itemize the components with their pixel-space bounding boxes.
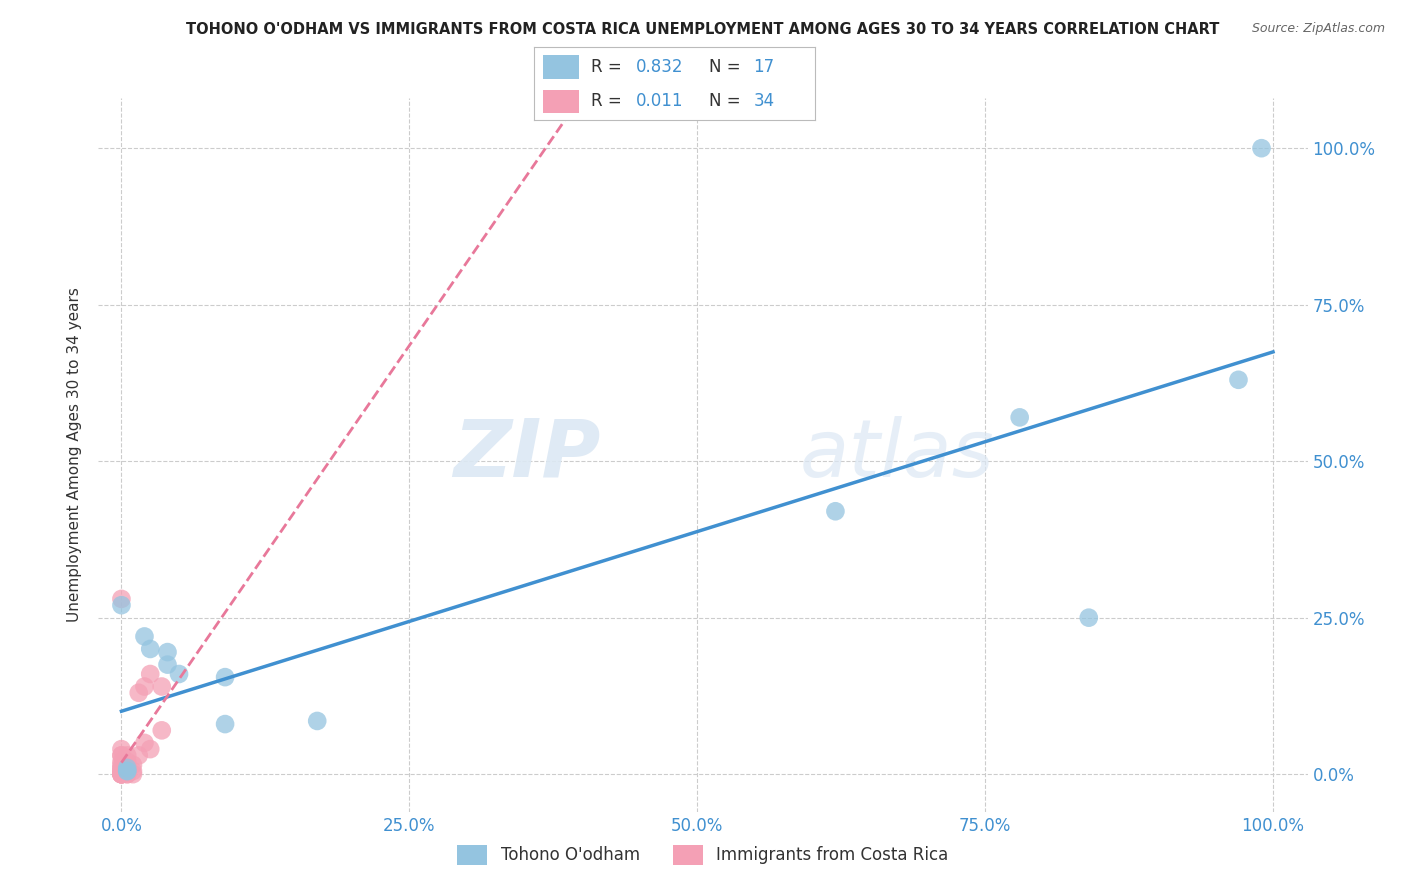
Point xyxy=(110,757,132,772)
Point xyxy=(214,670,236,684)
Text: N =: N = xyxy=(709,93,745,111)
Point xyxy=(115,764,138,778)
Point xyxy=(110,767,132,781)
Point xyxy=(115,767,138,781)
Point xyxy=(307,714,329,728)
Point xyxy=(150,680,173,694)
Point xyxy=(1077,610,1099,624)
Text: 34: 34 xyxy=(754,93,775,111)
Point xyxy=(110,764,132,778)
Point xyxy=(115,764,138,778)
Point xyxy=(115,761,138,775)
Point xyxy=(110,761,132,775)
Text: 0.832: 0.832 xyxy=(636,58,683,76)
Point xyxy=(1008,410,1031,425)
Text: R =: R = xyxy=(591,93,627,111)
Point xyxy=(167,667,190,681)
Point xyxy=(122,767,145,781)
Point xyxy=(128,686,150,700)
Point xyxy=(110,764,132,778)
Point xyxy=(115,748,138,763)
Point xyxy=(110,767,132,781)
Point xyxy=(110,755,132,769)
Point xyxy=(214,717,236,731)
Legend: Tohono O'odham, Immigrants from Costa Rica: Tohono O'odham, Immigrants from Costa Ri… xyxy=(451,838,955,871)
Point xyxy=(110,767,132,781)
Point xyxy=(115,761,138,775)
Bar xyxy=(543,90,579,113)
Point xyxy=(824,504,846,518)
Text: TOHONO O'ODHAM VS IMMIGRANTS FROM COSTA RICA UNEMPLOYMENT AMONG AGES 30 TO 34 YE: TOHONO O'ODHAM VS IMMIGRANTS FROM COSTA … xyxy=(187,22,1219,37)
Point xyxy=(115,764,138,778)
Point xyxy=(122,757,145,772)
Text: R =: R = xyxy=(591,58,627,76)
Point xyxy=(150,723,173,738)
Point xyxy=(115,767,138,781)
Point xyxy=(134,680,156,694)
Text: Source: ZipAtlas.com: Source: ZipAtlas.com xyxy=(1251,22,1385,36)
Point xyxy=(110,767,132,781)
Point xyxy=(156,657,179,672)
Point xyxy=(110,748,132,763)
Point xyxy=(139,642,162,657)
Point xyxy=(156,645,179,659)
Point xyxy=(134,736,156,750)
Point xyxy=(115,755,138,769)
Text: 17: 17 xyxy=(754,58,775,76)
Point xyxy=(139,742,162,756)
Text: atlas: atlas xyxy=(800,416,994,494)
Point xyxy=(115,757,138,772)
Point xyxy=(122,764,145,778)
Point xyxy=(1250,141,1272,155)
Point xyxy=(139,667,162,681)
Point xyxy=(110,742,132,756)
Point xyxy=(110,767,132,781)
Point xyxy=(110,761,132,775)
Text: 0.011: 0.011 xyxy=(636,93,683,111)
Point xyxy=(110,748,132,763)
Point xyxy=(128,748,150,763)
Point xyxy=(134,630,156,644)
Text: ZIP: ZIP xyxy=(453,416,600,494)
Text: N =: N = xyxy=(709,58,745,76)
Point xyxy=(110,767,132,781)
Bar xyxy=(543,55,579,78)
Y-axis label: Unemployment Among Ages 30 to 34 years: Unemployment Among Ages 30 to 34 years xyxy=(67,287,83,623)
Point xyxy=(110,598,132,612)
Point xyxy=(110,591,132,606)
Point xyxy=(1227,373,1250,387)
